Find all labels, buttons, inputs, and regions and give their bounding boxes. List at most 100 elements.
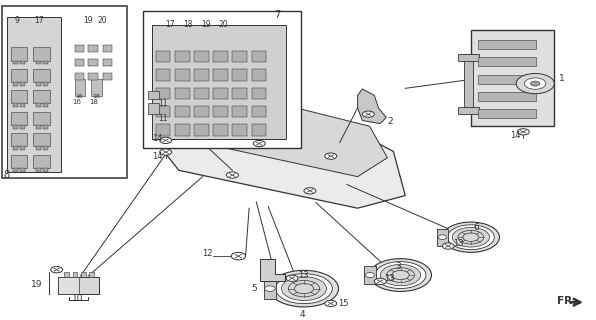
Text: 1: 1 — [559, 74, 565, 83]
Circle shape — [362, 111, 374, 117]
Circle shape — [160, 149, 172, 155]
Text: 4: 4 — [300, 310, 306, 319]
Text: 2: 2 — [387, 117, 393, 126]
Bar — [156, 69, 170, 81]
Circle shape — [231, 252, 246, 260]
Bar — [471, 30, 554, 126]
Circle shape — [380, 264, 421, 286]
Bar — [58, 276, 99, 294]
Bar — [13, 168, 18, 172]
Bar — [264, 279, 276, 299]
Bar — [11, 133, 27, 146]
Bar — [2, 6, 127, 178]
Circle shape — [269, 270, 339, 307]
Bar — [20, 146, 25, 150]
Bar — [88, 59, 98, 66]
Text: 11: 11 — [158, 114, 167, 123]
Bar — [232, 69, 247, 81]
Bar — [91, 79, 102, 96]
Bar — [232, 88, 247, 99]
Bar — [148, 92, 159, 100]
Circle shape — [304, 188, 316, 194]
Bar — [252, 124, 266, 136]
Bar — [194, 124, 209, 136]
Bar — [7, 17, 61, 172]
Bar — [232, 106, 247, 117]
Text: 9: 9 — [14, 16, 19, 25]
Bar — [252, 106, 266, 117]
Bar — [11, 69, 27, 82]
Bar — [175, 51, 190, 62]
Bar — [175, 124, 190, 136]
Bar — [88, 74, 98, 80]
Circle shape — [275, 274, 333, 304]
Bar — [194, 51, 209, 62]
Bar — [74, 59, 84, 66]
Bar — [43, 60, 48, 64]
Bar — [13, 125, 18, 129]
Bar — [194, 69, 209, 81]
Circle shape — [281, 277, 327, 300]
Bar — [194, 106, 209, 117]
Text: 17: 17 — [35, 16, 44, 25]
Bar — [33, 90, 50, 103]
Bar — [213, 124, 228, 136]
Bar — [33, 112, 50, 125]
Circle shape — [442, 222, 499, 252]
Text: 14: 14 — [152, 133, 163, 143]
Bar — [33, 155, 50, 168]
Bar — [36, 125, 41, 129]
Bar — [478, 40, 536, 49]
Bar — [20, 168, 25, 172]
Circle shape — [452, 228, 489, 247]
Bar — [148, 102, 159, 114]
Bar — [11, 90, 27, 103]
Text: 8: 8 — [3, 171, 9, 180]
Circle shape — [370, 259, 432, 292]
Bar — [194, 88, 209, 99]
Bar — [33, 133, 50, 146]
Bar — [436, 229, 448, 245]
Bar — [33, 69, 50, 82]
Circle shape — [463, 233, 479, 242]
Text: 11: 11 — [158, 100, 167, 108]
Circle shape — [438, 235, 447, 239]
Text: 13: 13 — [384, 274, 395, 283]
Bar — [89, 272, 94, 276]
Bar — [58, 276, 79, 294]
Circle shape — [325, 300, 337, 307]
Text: 13: 13 — [298, 271, 309, 280]
Text: 10: 10 — [72, 294, 84, 303]
Circle shape — [265, 286, 275, 292]
Text: 18: 18 — [89, 100, 98, 105]
Bar — [103, 45, 112, 52]
Bar — [43, 103, 48, 107]
Circle shape — [294, 284, 313, 294]
Bar — [11, 112, 27, 125]
Bar — [103, 74, 112, 80]
Bar — [156, 124, 170, 136]
Text: 19: 19 — [32, 280, 43, 289]
Bar — [175, 88, 190, 99]
Text: 12: 12 — [202, 249, 213, 258]
Circle shape — [51, 267, 63, 273]
Bar — [478, 57, 536, 66]
Bar — [13, 103, 18, 107]
Text: 18: 18 — [92, 94, 100, 99]
Text: 6: 6 — [474, 223, 480, 232]
Bar — [13, 146, 18, 150]
Circle shape — [226, 172, 238, 178]
Bar — [20, 103, 25, 107]
Text: 20: 20 — [98, 16, 107, 25]
Bar — [213, 51, 228, 62]
Circle shape — [392, 270, 409, 280]
Circle shape — [253, 140, 265, 147]
Bar — [458, 54, 479, 60]
Bar — [175, 106, 190, 117]
Bar — [478, 109, 536, 118]
Bar — [43, 125, 48, 129]
Bar — [36, 60, 41, 64]
Circle shape — [458, 230, 484, 244]
Bar — [36, 168, 41, 172]
Text: 18: 18 — [183, 20, 193, 28]
